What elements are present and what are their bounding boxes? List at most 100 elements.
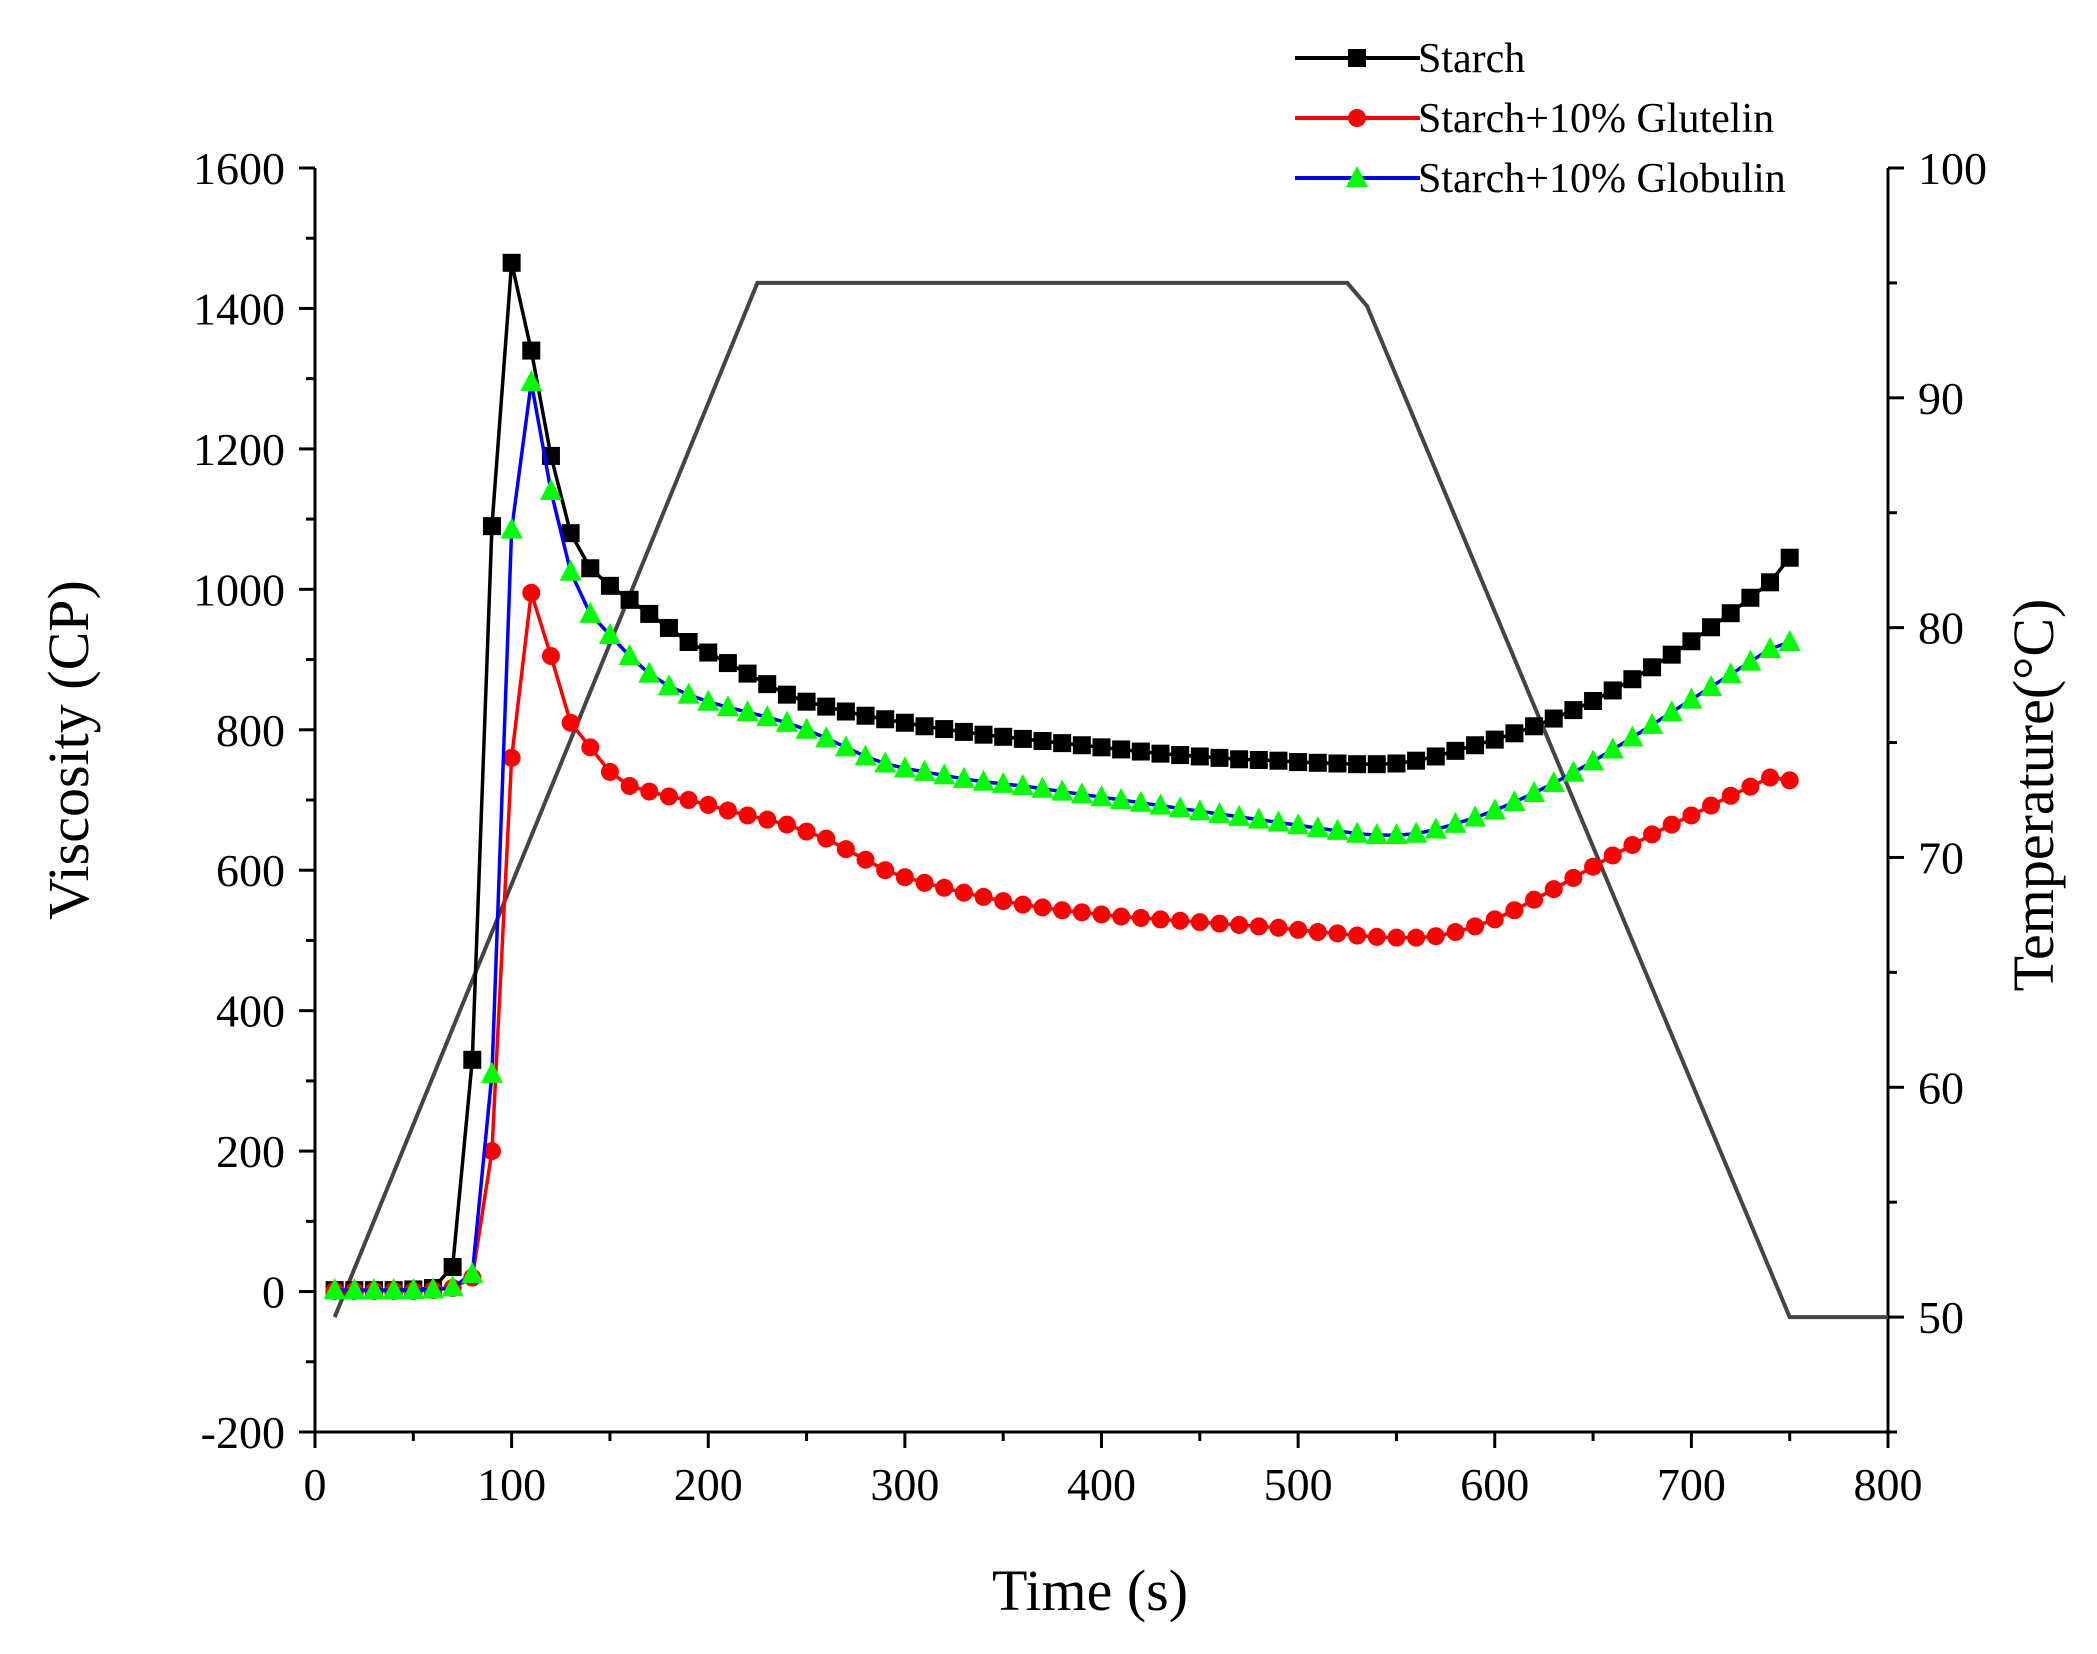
y2-tick-label: 80 — [1918, 603, 1964, 654]
data-point — [579, 601, 602, 623]
data-point — [1444, 811, 1467, 833]
data-point — [1778, 630, 1801, 651]
data-point — [1523, 780, 1546, 802]
legend-label: Starch+10% Glutelin — [1418, 96, 1774, 142]
data-point — [1269, 918, 1288, 937]
data-point — [1564, 701, 1583, 720]
data-point — [1267, 810, 1290, 832]
data-point — [1131, 742, 1150, 761]
data-point — [1072, 736, 1091, 755]
data-point — [559, 559, 582, 581]
data-point — [1053, 734, 1072, 753]
data-point — [1641, 712, 1664, 734]
data-point — [1584, 691, 1603, 710]
data-point — [620, 776, 639, 795]
data-point — [1424, 817, 1447, 839]
data-point — [382, 1278, 405, 1300]
data-point — [1112, 907, 1131, 926]
data-point — [1564, 868, 1583, 887]
data-point — [992, 771, 1015, 793]
data-point — [834, 735, 857, 757]
data-point — [482, 517, 501, 536]
data-point — [915, 717, 934, 736]
data-point — [1112, 740, 1131, 759]
data-point — [1070, 782, 1093, 804]
legend-label: Starch — [1418, 36, 1525, 82]
data-point — [856, 706, 875, 725]
data-point — [598, 622, 621, 644]
data-point — [1562, 760, 1585, 782]
data-point — [1601, 737, 1624, 759]
data-point — [1151, 744, 1170, 763]
data-point — [620, 590, 639, 609]
data-point — [1446, 923, 1465, 942]
data-point — [1739, 649, 1762, 671]
data-point — [1230, 915, 1249, 934]
data-point — [699, 643, 718, 662]
data-point — [1033, 898, 1052, 917]
data-point — [1702, 618, 1721, 637]
data-point — [362, 1278, 385, 1300]
data-point — [716, 695, 739, 717]
data-point — [913, 759, 936, 781]
data-point — [1210, 914, 1229, 933]
y-tick-label: -200 — [201, 1407, 285, 1458]
data-point — [480, 1061, 503, 1083]
data-point — [817, 829, 836, 848]
data-point — [1131, 908, 1150, 927]
y2-tick-label: 90 — [1918, 373, 1964, 424]
series-line — [334, 381, 1791, 1292]
data-point — [1072, 903, 1091, 922]
data-point — [1247, 807, 1270, 829]
data-point — [1682, 806, 1701, 825]
data-point — [1367, 755, 1386, 774]
y2-axis-title: Temperature(°C) — [2001, 599, 2066, 992]
y-tick-label: 1600 — [193, 143, 285, 194]
data-point — [1328, 754, 1347, 773]
data-point — [640, 604, 659, 623]
data-point — [1149, 793, 1172, 815]
legend-label: Starch+10% Globulin — [1418, 156, 1786, 202]
data-point — [777, 815, 796, 834]
data-point — [1269, 751, 1288, 770]
data-point — [1603, 681, 1622, 700]
data-point — [1483, 798, 1506, 820]
y-tick-label: 200 — [216, 1126, 285, 1177]
data-point — [1761, 573, 1780, 592]
data-point — [1682, 632, 1701, 651]
x-tick-label: 500 — [1264, 1459, 1333, 1510]
data-point — [1542, 771, 1565, 793]
data-point — [738, 664, 757, 683]
data-point — [1367, 927, 1386, 946]
data-point — [600, 576, 619, 595]
data-point — [659, 618, 678, 637]
x-tick-label: 100 — [477, 1459, 546, 1510]
data-point — [323, 1278, 346, 1300]
data-point — [1623, 835, 1642, 854]
data-point — [463, 1050, 482, 1069]
data-point — [1464, 805, 1487, 827]
data-point — [1326, 818, 1349, 840]
data-point — [974, 887, 993, 906]
data-point — [581, 559, 600, 578]
data-point — [421, 1277, 444, 1299]
data-point — [1287, 813, 1310, 835]
data-point — [1306, 816, 1329, 838]
data-point — [1780, 771, 1799, 790]
data-point — [1759, 637, 1782, 659]
data-point — [1544, 709, 1563, 728]
series-line — [334, 592, 1790, 1293]
data-point — [343, 1278, 366, 1300]
data-point — [933, 763, 956, 785]
data-point — [1249, 917, 1268, 936]
data-point — [677, 682, 700, 704]
data-point — [441, 1275, 464, 1297]
data-point — [1643, 825, 1662, 844]
data-point — [1308, 753, 1327, 772]
data-point — [679, 791, 698, 809]
data-point — [1387, 928, 1406, 947]
data-point — [1171, 746, 1190, 765]
temperature-line — [332, 280, 1888, 1320]
data-point — [952, 766, 975, 788]
x-tick-label: 800 — [1854, 1459, 1923, 1510]
